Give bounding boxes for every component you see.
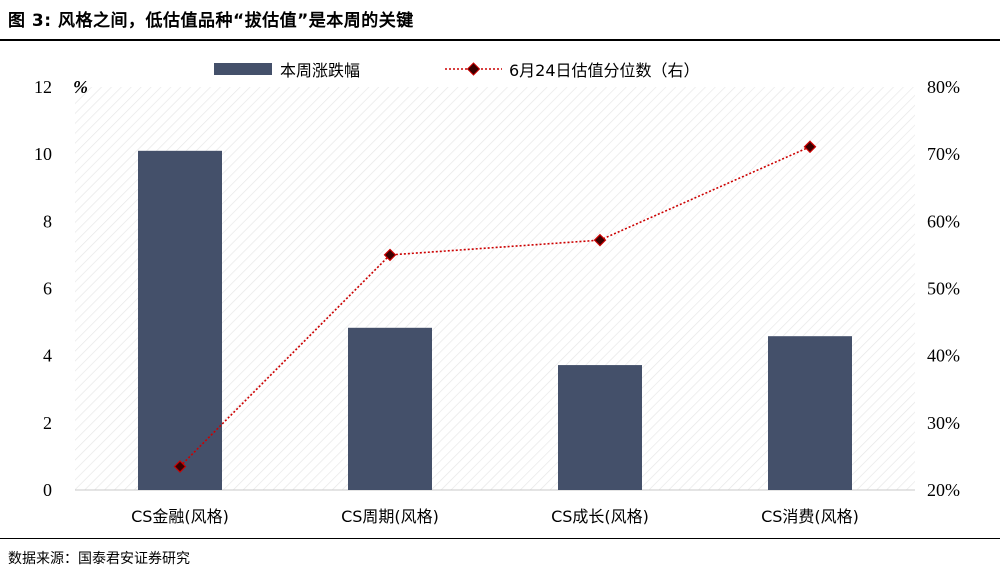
y-left-unit: % bbox=[73, 77, 88, 97]
y-left-tick-label: 0 bbox=[43, 480, 52, 500]
legend: 本周涨跌幅 6月24日估值分位数（右） bbox=[214, 61, 700, 80]
source-note: 数据来源：国泰君安证券研究 bbox=[8, 551, 190, 567]
bar-2 bbox=[348, 327, 432, 490]
y-right-tick-label: 20% bbox=[927, 480, 960, 500]
y-left-tick-label: 12 bbox=[34, 77, 52, 97]
y-left-tick-label: 6 bbox=[43, 279, 52, 299]
line-point-4 bbox=[803, 140, 817, 154]
y-left-tick-label: 10 bbox=[34, 144, 52, 164]
legend-bar-label: 本周涨跌幅 bbox=[280, 61, 360, 80]
bar-1 bbox=[138, 150, 222, 490]
y-left-tick-label: 4 bbox=[43, 346, 52, 366]
chart: 0 2 4 6 8 10 12 20% 30% 40% 50% 60% 70% 80% CS金融(风格)… bbox=[34, 61, 960, 526]
line-point-3 bbox=[593, 233, 607, 247]
bar-3 bbox=[558, 365, 642, 490]
title-rule bbox=[0, 39, 1000, 41]
y-right-tick-label: 30% bbox=[927, 413, 960, 433]
line-point-2 bbox=[383, 248, 397, 262]
legend-line-label: 6月24日估值分位数（右） bbox=[509, 61, 700, 80]
y-left-tick-label: 2 bbox=[43, 413, 52, 433]
figure-title: 图 3: 风格之间，低估值品种“拔估值”是本周的关键 bbox=[8, 11, 414, 31]
line-point-1 bbox=[173, 460, 187, 473]
y-right-tick-label: 50% bbox=[927, 279, 960, 299]
x-tick-label: CS成长(风格) bbox=[551, 507, 649, 526]
x-tick-label: CS周期(风格) bbox=[341, 507, 439, 526]
x-tick-label: CS金融(风格) bbox=[131, 507, 229, 526]
bar-4 bbox=[768, 336, 852, 490]
legend-bar-swatch bbox=[214, 63, 272, 75]
y-right-tick-label: 40% bbox=[927, 346, 960, 366]
y-left-tick-label: 8 bbox=[43, 211, 52, 231]
y-right-tick-label: 70% bbox=[927, 144, 960, 164]
valuation-percentile-line bbox=[179, 146, 811, 468]
legend-line-marker bbox=[466, 62, 481, 76]
y-right-tick-label: 60% bbox=[927, 211, 960, 231]
x-tick-label: CS消费(风格) bbox=[761, 507, 859, 526]
source-rule bbox=[0, 538, 1000, 539]
y-right-tick-label: 80% bbox=[927, 77, 960, 97]
